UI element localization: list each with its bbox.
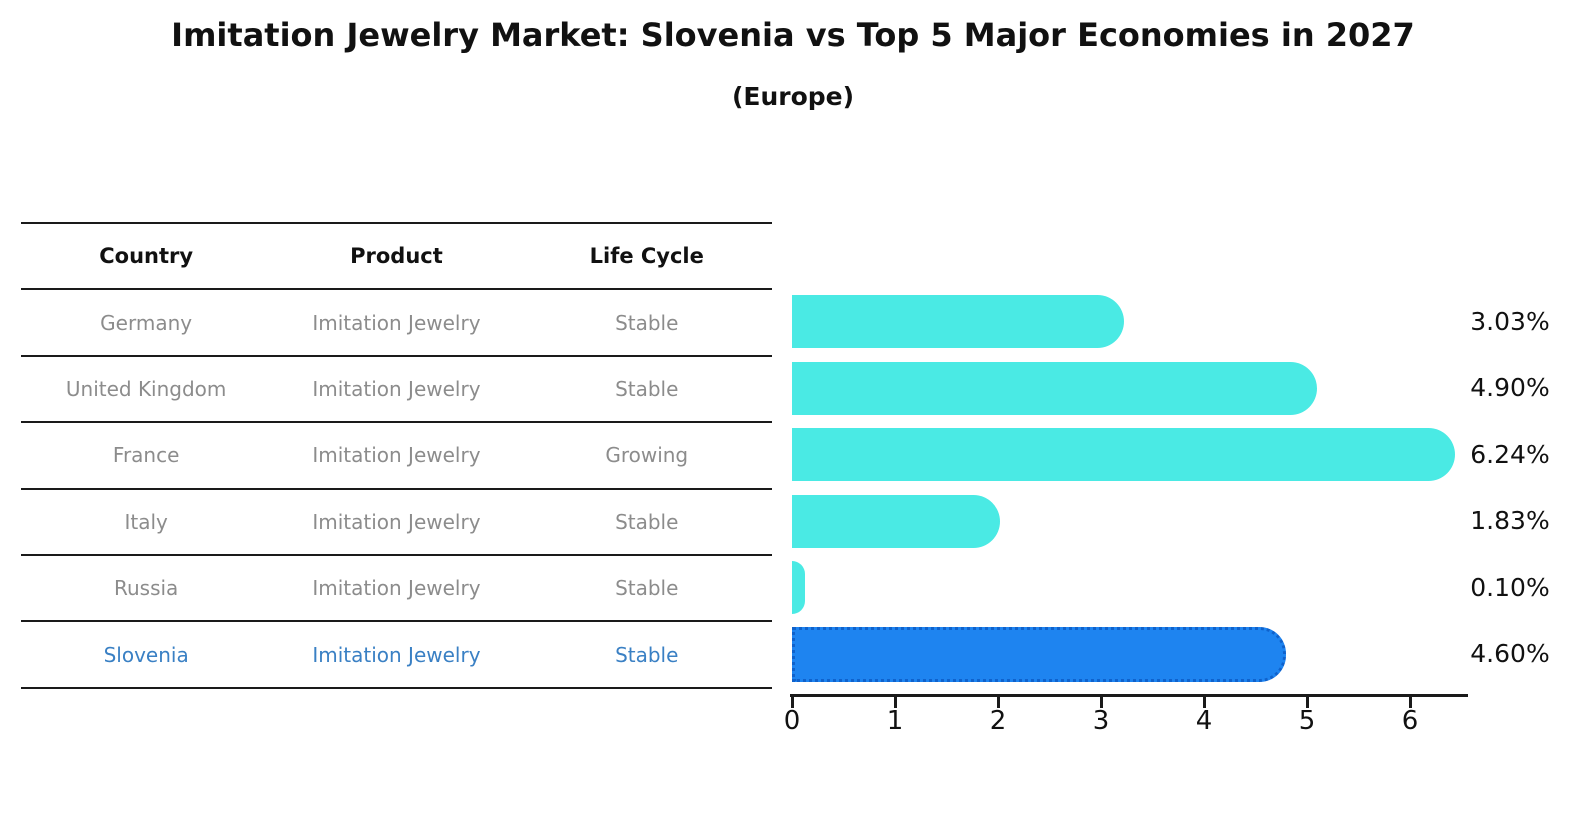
cell-product: Imitation Jewelry	[312, 642, 481, 667]
bar-value-labels: 3.03% 4.90% 6.24% 1.83% 0.10% 4.60%	[1455, 288, 1565, 687]
bar-row	[792, 621, 1468, 688]
column-header-country: Country	[99, 244, 194, 269]
table-row-united-kingdom: United Kingdom Imitation Jewelry Stable	[21, 357, 772, 424]
bar	[792, 494, 1001, 548]
chart-title: Imitation Jewelry Market: Slovenia vs To…	[171, 16, 1415, 54]
x-tick-label: 0	[783, 706, 801, 736]
bar	[792, 361, 1317, 415]
bar-row	[792, 288, 1468, 355]
cell-life-cycle: Stable	[615, 576, 679, 601]
x-tick-label: 6	[1401, 706, 1419, 736]
x-axis-line	[790, 694, 1468, 697]
bar-value-label: 0.10%	[1470, 572, 1550, 602]
x-tick-label: 4	[1195, 706, 1213, 736]
x-tick	[997, 697, 1000, 708]
bar-row	[792, 421, 1468, 488]
chart-subtitle: (Europe)	[731, 82, 855, 111]
cell-product: Imitation Jewelry	[312, 509, 481, 534]
bar-value-label: 6.24%	[1470, 439, 1550, 469]
table-row-france: France Imitation Jewelry Growing	[21, 423, 772, 490]
cell-country: Russia	[113, 576, 179, 601]
x-tick	[1203, 697, 1206, 708]
bar	[792, 626, 1286, 682]
bar-row	[792, 488, 1468, 555]
cell-product: Imitation Jewelry	[312, 310, 481, 335]
cell-product: Imitation Jewelry	[312, 443, 481, 468]
table-row-germany: Germany Imitation Jewelry Stable	[21, 290, 772, 357]
x-tick	[1306, 697, 1309, 708]
table-row-italy: Italy Imitation Jewelry Stable	[21, 490, 772, 556]
bar	[792, 561, 806, 614]
x-tick	[894, 697, 897, 708]
x-tick	[1409, 697, 1412, 708]
cell-life-cycle: Growing	[605, 443, 689, 468]
cell-life-cycle: Stable	[615, 310, 679, 335]
cell-country: Germany	[100, 310, 193, 335]
x-tick-label: 2	[989, 706, 1007, 736]
cell-country: Italy	[124, 509, 168, 534]
cell-product: Imitation Jewelry	[312, 376, 481, 401]
x-tick-label: 1	[886, 706, 904, 736]
column-header-product: Product	[350, 244, 443, 269]
cell-life-cycle: Stable	[615, 376, 679, 401]
country-table: Country Product Life Cycle Germany Imita…	[21, 222, 772, 689]
cell-product: Imitation Jewelry	[312, 576, 481, 601]
table-row-russia: Russia Imitation Jewelry Stable	[21, 556, 772, 623]
x-tick-label: 5	[1298, 706, 1316, 736]
bar-plot-area	[792, 288, 1468, 687]
bar-row	[792, 355, 1468, 422]
cell-life-cycle: Stable	[615, 509, 679, 534]
cell-country: Slovenia	[103, 642, 189, 667]
bar-value-label: 4.60%	[1470, 639, 1550, 669]
column-header-life-cycle: Life Cycle	[589, 244, 704, 269]
bar-value-label: 3.03%	[1470, 306, 1550, 336]
bar-value-label: 4.90%	[1470, 373, 1550, 403]
table-header-row: Country Product Life Cycle	[21, 224, 772, 291]
x-tick-label: 3	[1092, 706, 1110, 736]
bar-value-label: 1.83%	[1470, 506, 1550, 536]
bar-row	[792, 554, 1468, 621]
bar	[792, 295, 1125, 348]
cell-life-cycle: Stable	[615, 642, 679, 667]
x-tick	[1100, 697, 1103, 708]
bar	[792, 428, 1455, 481]
x-tick	[791, 697, 794, 708]
cell-country: France	[112, 443, 180, 468]
table-row-slovenia: Slovenia Imitation Jewelry Stable	[21, 622, 772, 689]
cell-country: United Kingdom	[65, 376, 227, 401]
